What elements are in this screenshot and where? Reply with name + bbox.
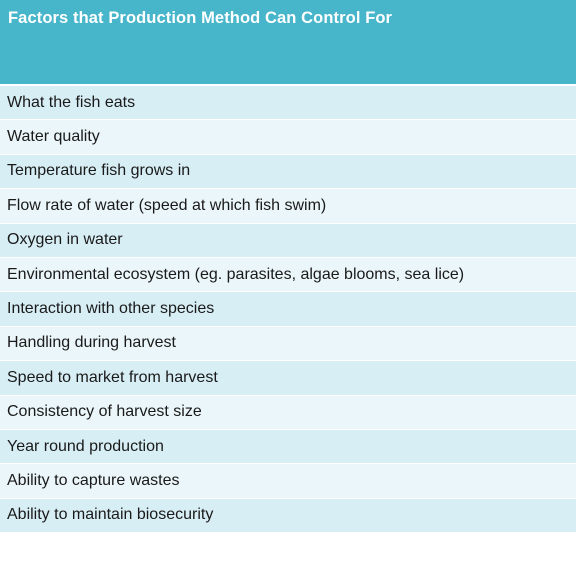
table-cell: Temperature fish grows in	[7, 162, 191, 180]
table-row: Environmental ecosystem (eg. parasites, …	[0, 257, 576, 293]
table-cell: Water quality	[7, 128, 100, 146]
table-body: What the fish eats Water quality Tempera…	[0, 86, 576, 534]
table-row: What the fish eats	[0, 86, 576, 121]
table-cell: Oxygen in water	[7, 231, 123, 249]
table-row: Ability to capture wastes	[0, 464, 576, 499]
table-cell: Ability to maintain biosecurity	[7, 506, 214, 524]
table-row: Year round production	[0, 429, 576, 465]
table-row: Interaction with other species	[0, 292, 576, 327]
table-row: Water quality	[0, 120, 576, 155]
factors-table: Factors that Production Method Can Contr…	[0, 0, 578, 534]
table-cell: Interaction with other species	[7, 300, 215, 318]
table-row: Speed to market from harvest	[0, 361, 576, 396]
table-cell: Handling during harvest	[7, 334, 176, 352]
table-header-title: Factors that Production Method Can Contr…	[8, 9, 393, 27]
table-row: Handling during harvest	[0, 326, 576, 362]
table-row: Temperature fish grows in	[0, 154, 576, 190]
table-cell: What the fish eats	[7, 93, 136, 111]
table-cell: Speed to market from harvest	[7, 368, 218, 386]
table-row: Flow rate of water (speed at which fish …	[0, 189, 576, 224]
table-row: Oxygen in water	[0, 223, 576, 258]
table-row: Consistency of harvest size	[0, 395, 576, 430]
table-header: Factors that Production Method Can Contr…	[0, 0, 576, 86]
table-cell: Environmental ecosystem (eg. parasites, …	[7, 265, 465, 283]
table-row: Ability to maintain biosecurity	[0, 498, 576, 534]
table-cell: Consistency of harvest size	[7, 403, 202, 421]
table-cell: Year round production	[7, 437, 164, 455]
table-cell: Ability to capture wastes	[7, 471, 180, 489]
table-cell: Flow rate of water (speed at which fish …	[7, 196, 327, 214]
